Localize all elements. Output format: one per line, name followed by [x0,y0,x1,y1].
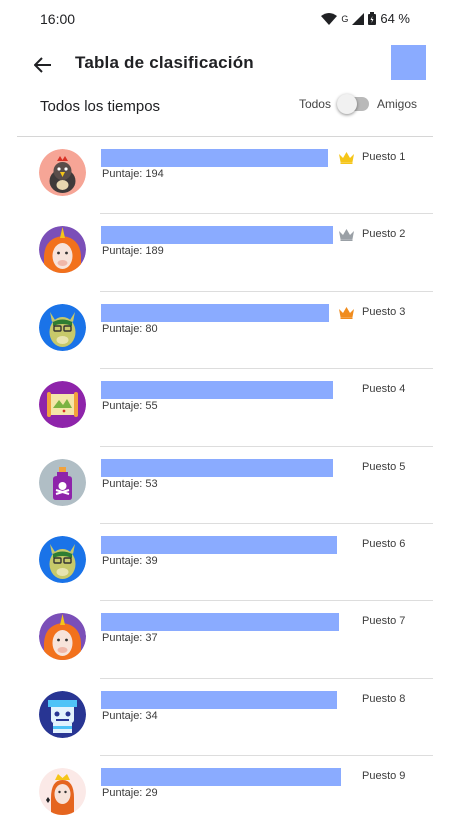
user-avatar[interactable] [391,45,426,80]
back-button[interactable] [28,50,58,80]
player-name-placeholder [101,613,339,632]
player-rank: Puesto 5 [362,460,406,473]
player-rank: Puesto 2 [362,228,406,241]
player-rank: Puesto 3 [362,305,406,318]
player-name-placeholder [101,226,333,245]
player-score: Puntaje: 189 [102,245,164,258]
player-score: Puntaje: 53 [102,477,158,490]
player-score: Puntaje: 194 [102,168,164,180]
leaderboard-row[interactable]: Puntaje: 29 Puesto 9 [0,756,450,833]
map-avatar-icon [39,381,86,429]
player-name-placeholder [101,381,333,400]
player-rank: Puesto 7 [362,615,406,628]
toggle-label-friends: Amigos [376,97,417,111]
leaderboard-row[interactable]: Puntaje: 55 Puesto 4 [0,369,450,447]
back-arrow-icon [34,57,51,73]
status-bar: 16:00 G 64 % [0,0,450,38]
signal-icon [352,12,365,25]
row-divider [100,368,433,370]
filter-row: Todos los tiempos Todos Amigos [0,92,450,122]
row-divider [100,213,433,215]
leaderboard-row[interactable]: Puntaje: 39 Puesto 6 [0,524,450,602]
player-score: Puntaje: 34 [102,709,158,722]
player-name-placeholder [101,690,337,709]
player-rank: Puesto 8 [362,692,406,705]
switch-thumb [336,94,357,114]
leaderboard-row[interactable]: Puntaje: 80 Puesto 3 [0,292,450,370]
player-name-placeholder [101,535,337,554]
row-divider [100,290,433,292]
toggle-label-all: Todos [298,97,331,111]
leaderboard-row[interactable]: Puntaje: 53 Puesto 5 [0,447,450,524]
page-title: Tabla de clasificación [75,53,254,72]
friends-toggle: Todos Amigos [298,94,417,114]
chicken-avatar-icon [39,149,86,196]
llama-avatar-icon [39,303,86,351]
leaderboard-row[interactable]: Puntaje: 37 Puesto 7 [0,601,450,679]
time-filter-label: Todos los tiempos [40,98,161,115]
network-type-label: G [341,13,349,24]
unicorn-avatar-icon [39,613,86,661]
queen-card-avatar-icon [39,768,86,816]
battery-icon [368,12,377,25]
row-divider [100,445,433,447]
wifi-icon [321,12,338,25]
divider [17,136,433,137]
row-divider [100,677,433,679]
row-divider [100,600,433,602]
battery-percent: 64 % [380,11,410,26]
player-score: Puntaje: 29 [102,787,158,800]
player-score: Puntaje: 55 [102,400,158,413]
status-icons: G 64 % [321,11,410,26]
player-name-placeholder [101,458,333,477]
gold-crown-icon [339,152,354,164]
friends-switch[interactable] [336,94,369,114]
robot-avatar-icon [39,690,86,738]
row-divider [100,755,433,757]
player-rank: Puesto 4 [362,383,406,396]
player-score: Puntaje: 80 [102,322,158,335]
leaderboard-list: Puntaje: 194 Puesto 1 Puntaje: 189 Puest… [0,137,450,834]
bronze-crown-icon [339,306,354,319]
player-rank: Puesto 6 [362,537,406,550]
player-name-placeholder [101,768,341,787]
player-score: Puntaje: 37 [102,632,158,645]
unicorn-avatar-icon [39,226,86,274]
poison-bottle-avatar-icon [39,458,86,506]
app-bar: Tabla de clasificación [0,40,450,90]
player-rank: Puesto 9 [362,770,406,783]
player-name-placeholder [101,149,328,167]
leaderboard-row[interactable]: Puntaje: 189 Puesto 2 [0,214,450,292]
row-divider [100,522,433,524]
player-score: Puntaje: 39 [102,554,158,567]
leaderboard-row[interactable]: Puntaje: 194 Puesto 1 [0,137,450,215]
leaderboard-row[interactable]: Puntaje: 34 Puesto 8 [0,679,450,757]
player-rank: Puesto 1 [362,151,406,163]
silver-crown-icon [339,229,354,242]
player-name-placeholder [101,303,329,322]
llama-avatar-icon [39,535,86,583]
status-time: 16:00 [40,11,76,27]
